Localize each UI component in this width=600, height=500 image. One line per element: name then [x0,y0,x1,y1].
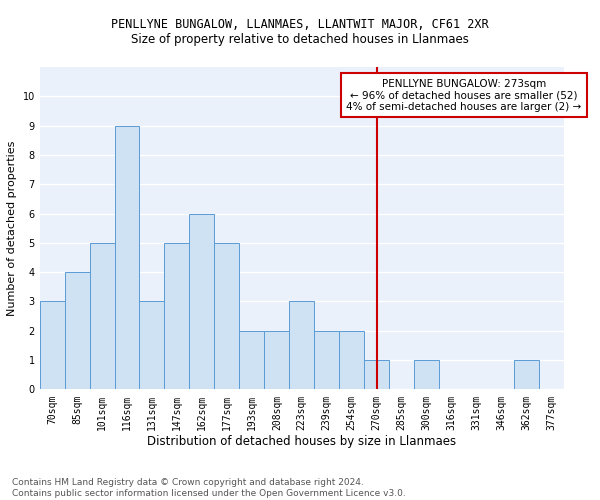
Bar [514,360,539,390]
Bar [89,243,115,390]
Bar [214,243,239,390]
Bar [414,360,439,390]
Text: Contains HM Land Registry data © Crown copyright and database right 2024.
Contai: Contains HM Land Registry data © Crown c… [12,478,406,498]
Text: Size of property relative to detached houses in Llanmaes: Size of property relative to detached ho… [131,32,469,46]
X-axis label: Distribution of detached houses by size in Llanmaes: Distribution of detached houses by size … [147,435,457,448]
Bar [364,360,389,390]
Bar [314,331,339,390]
Bar [339,331,364,390]
Bar [190,214,214,390]
Text: PENLLYNE BUNGALOW, LLANMAES, LLANTWIT MAJOR, CF61 2XR: PENLLYNE BUNGALOW, LLANMAES, LLANTWIT MA… [111,18,489,30]
Text: PENLLYNE BUNGALOW: 273sqm
← 96% of detached houses are smaller (52)
4% of semi-d: PENLLYNE BUNGALOW: 273sqm ← 96% of detac… [346,78,582,112]
Bar [115,126,139,390]
Bar [239,331,265,390]
Bar [265,331,289,390]
Bar [289,302,314,390]
Bar [65,272,89,390]
Bar [40,302,65,390]
Y-axis label: Number of detached properties: Number of detached properties [7,140,17,316]
Bar [164,243,190,390]
Bar [139,302,164,390]
